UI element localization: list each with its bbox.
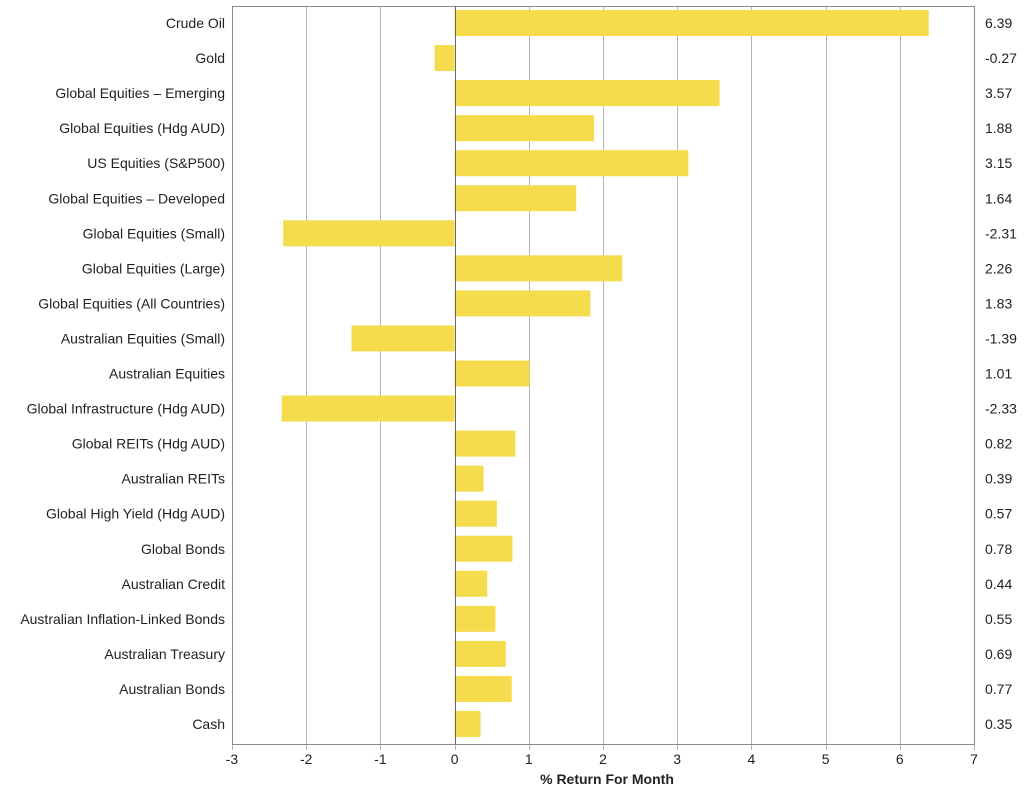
x-tick-label: 5: [822, 751, 830, 767]
bar: [454, 500, 497, 527]
plot-frame: [232, 6, 975, 745]
x-tick-label: 1: [525, 751, 533, 767]
value-label: -2.31: [985, 225, 1017, 241]
bar: [434, 45, 455, 72]
bar: [454, 115, 595, 142]
bar: [454, 711, 481, 737]
value-label: 0.35: [985, 716, 1012, 732]
bar: [454, 255, 623, 282]
bar: [283, 220, 455, 247]
category-label: Global REITs (Hdg AUD): [72, 436, 225, 452]
x-tick-label: 6: [896, 751, 904, 767]
category-labels: Crude Oil Gold Global Equities – Emerging G…: [20, 15, 225, 732]
bar: [454, 570, 488, 597]
bar: [454, 430, 516, 457]
bar: [454, 185, 577, 212]
bar: [454, 10, 929, 36]
bars: [281, 10, 929, 737]
category-label: Australian Inflation-Linked Bonds: [20, 611, 225, 627]
category-label: Global Equities (Small): [83, 225, 225, 241]
value-label: 2.26: [985, 260, 1012, 276]
value-label: 0.55: [985, 611, 1012, 627]
x-tick-label: 4: [748, 751, 756, 767]
value-label: 0.82: [985, 436, 1012, 452]
category-label: Australian Equities (Small): [61, 330, 225, 346]
category-label: Australian REITs: [122, 471, 225, 487]
value-label: -0.27: [985, 50, 1017, 66]
bar: [454, 80, 720, 107]
category-label: Global High Yield (Hdg AUD): [46, 506, 225, 522]
value-label: 0.39: [985, 471, 1012, 487]
category-label: Australian Equities: [109, 366, 225, 382]
bar: [454, 150, 689, 177]
x-tick-label: 2: [599, 751, 607, 767]
bar: [351, 325, 455, 352]
value-label: 6.39: [985, 15, 1012, 31]
category-label: Global Infrastructure (Hdg AUD): [27, 401, 225, 417]
value-label: 3.57: [985, 85, 1012, 101]
bar: [454, 640, 506, 667]
value-label: -1.39: [985, 330, 1017, 346]
plot-border: [232, 6, 975, 745]
value-label: 1.83: [985, 295, 1012, 311]
value-label: 1.01: [985, 366, 1012, 382]
category-label: Global Equities – Emerging: [55, 85, 225, 101]
bar: [454, 535, 513, 562]
category-label: Crude Oil: [166, 15, 225, 31]
category-label: Australian Bonds: [119, 681, 225, 697]
category-label: Gold: [195, 50, 225, 66]
category-label: Australian Credit: [122, 576, 226, 592]
category-label: Cash: [192, 716, 225, 732]
category-label: Australian Treasury: [104, 646, 225, 662]
category-label: Global Equities (Large): [82, 260, 225, 276]
x-tick-label: -3: [226, 751, 239, 767]
value-label: 1.64: [985, 190, 1012, 206]
x-axis-title: % Return For Month: [540, 771, 674, 787]
bar: [281, 395, 455, 422]
bar: [454, 605, 496, 632]
category-label: Global Equities – Developed: [48, 190, 225, 206]
category-label: US Equities (S&P500): [87, 155, 225, 171]
x-tick-label: 3: [673, 751, 681, 767]
x-tick-label: 0: [451, 751, 459, 767]
bar: [454, 675, 512, 702]
gridlines: [232, 6, 975, 750]
value-label: 0.57: [985, 506, 1012, 522]
value-label: 0.77: [985, 681, 1012, 697]
value-labels: 6.39 -0.27 3.57 1.88 3.15 1.64 -2.31 2.26 1.83 -1…: [985, 15, 1017, 732]
bar: [454, 360, 530, 387]
value-label: 0.78: [985, 541, 1012, 557]
x-tick-label: 7: [970, 751, 978, 767]
value-label: 3.15: [985, 155, 1012, 171]
category-label: Global Equities (Hdg AUD): [59, 120, 225, 136]
category-label: Global Bonds: [141, 541, 225, 557]
bar: [454, 465, 484, 492]
x-tick-label: -1: [374, 751, 387, 767]
x-tick-labels: -3 -2 -1 0 1 2 3 4 5 6 7: [226, 751, 978, 767]
bar: [454, 290, 591, 317]
value-label: 0.44: [985, 576, 1012, 592]
value-label: 1.88: [985, 120, 1012, 136]
value-label: -2.33: [985, 401, 1017, 417]
x-tick-label: -2: [300, 751, 313, 767]
value-label: 0.69: [985, 646, 1012, 662]
category-label: Global Equities (All Countries): [38, 295, 225, 311]
